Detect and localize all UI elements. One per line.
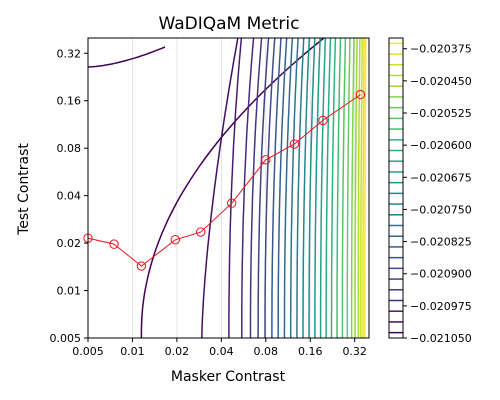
- contour-line: [241, 38, 255, 338]
- threshold-point: [109, 239, 119, 249]
- y-tick-label: 0.16: [57, 95, 82, 108]
- contour-line: [88, 46, 166, 68]
- x-tick-label: 0.02: [165, 345, 190, 358]
- threshold-point: [261, 155, 271, 165]
- contour-line: [277, 38, 288, 338]
- x-tick-label: 0.08: [254, 345, 279, 358]
- colorbar-tick-label: −0.020675: [410, 171, 472, 184]
- threshold-point: [170, 235, 180, 245]
- threshold-point: [136, 261, 147, 271]
- contour-line: [271, 38, 282, 338]
- threshold-point: [196, 227, 206, 237]
- contour-line: [264, 38, 276, 338]
- y-tick-label: 0.32: [57, 47, 82, 60]
- x-axis-label: Masker Contrast: [171, 369, 286, 385]
- plot-area: [83, 37, 370, 339]
- x-tick-label: 0.005: [72, 345, 104, 358]
- contour-line: [330, 38, 337, 338]
- threshold-point: [318, 115, 328, 126]
- contour-line: [364, 38, 367, 338]
- x-axis: 0.005 0.01 0.02 0.04 0.08 0.16 0.32: [72, 338, 367, 358]
- colorbar: −0.020375 −0.020450 −0.020525 −0.020600 −0.0…: [388, 37, 472, 345]
- contour-line: [325, 38, 332, 338]
- y-tick-label: 0.01: [57, 285, 82, 298]
- contour-line: [346, 38, 351, 338]
- y-tick-label: 0.005: [50, 332, 82, 345]
- y-tick-label: 0.02: [57, 237, 82, 250]
- contour-line: [228, 38, 243, 338]
- contour-line: [362, 38, 365, 338]
- contour-line: [308, 38, 316, 338]
- x-tick-label: 0.16: [298, 345, 323, 358]
- plot-frame: [87, 37, 370, 339]
- contour-line: [357, 38, 361, 338]
- contour-lines: [88, 38, 367, 338]
- colorbar-tick-label: −0.020825: [410, 236, 472, 249]
- contour-line: [354, 38, 358, 338]
- contour-line: [283, 38, 294, 338]
- y-tick-label: 0.08: [57, 142, 82, 155]
- x-tick-label: 0.32: [342, 345, 367, 358]
- contour-line: [302, 38, 311, 338]
- threshold-point: [355, 89, 366, 100]
- contour-line: [249, 38, 263, 338]
- threshold-line: [87, 94, 361, 267]
- contour-line: [140, 38, 325, 338]
- x-tick-label: 0.04: [209, 345, 234, 358]
- colorbar-tick-label: −0.020750: [410, 203, 472, 216]
- contour-line: [296, 38, 305, 338]
- colorbar-tick-label: −0.020975: [410, 300, 472, 313]
- contour-line: [319, 38, 327, 338]
- contour-line: [289, 38, 299, 338]
- colorbar-tick-label: −0.020450: [410, 75, 472, 88]
- y-axis-label: Test Contrast: [16, 143, 32, 236]
- contour-line: [336, 38, 342, 338]
- x-tick-label: 0.01: [120, 345, 145, 358]
- contour-line: [201, 38, 239, 338]
- contour-line: [341, 38, 347, 338]
- y-tick-label: 0.04: [57, 190, 82, 203]
- colorbar-tick-label: −0.021050: [410, 332, 472, 345]
- threshold-point: [226, 198, 237, 208]
- contour-line: [360, 38, 363, 338]
- y-axis: 0.005 0.01 0.02 0.04 0.08 0.16 0.32: [50, 47, 88, 345]
- colorbar-tick-label: −0.020375: [410, 43, 472, 56]
- contour-line: [314, 38, 321, 338]
- contour-line: [350, 38, 355, 338]
- colorbar-frame: [388, 37, 404, 339]
- chart-title: WaDIQaM Metric: [159, 14, 300, 34]
- colorbar-tick-label: −0.020600: [410, 139, 472, 152]
- threshold-series: [83, 89, 366, 271]
- colorbar-tick-label: −0.020525: [410, 107, 472, 120]
- colorbar-tick-label: −0.020900: [410, 268, 472, 281]
- threshold-point: [289, 139, 300, 149]
- contour-line: [257, 38, 270, 338]
